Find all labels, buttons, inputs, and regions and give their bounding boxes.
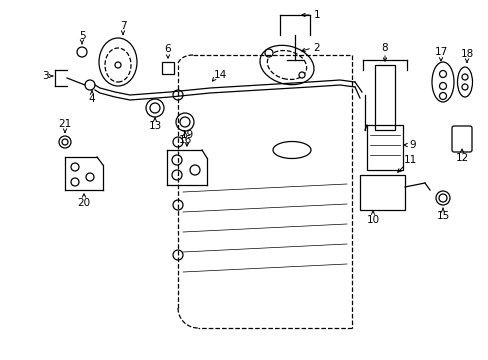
Circle shape xyxy=(298,72,305,78)
Text: 16: 16 xyxy=(178,135,191,145)
Text: 1: 1 xyxy=(313,10,320,20)
Text: 13: 13 xyxy=(148,121,162,131)
Circle shape xyxy=(173,250,183,260)
Circle shape xyxy=(86,173,94,181)
Text: 8: 8 xyxy=(381,43,387,53)
Bar xyxy=(359,175,404,210)
Circle shape xyxy=(115,62,121,68)
Circle shape xyxy=(71,163,79,171)
Circle shape xyxy=(461,84,467,90)
Circle shape xyxy=(264,49,272,57)
Text: 18: 18 xyxy=(459,49,473,59)
Text: 5: 5 xyxy=(79,31,85,41)
Text: 20: 20 xyxy=(77,198,90,208)
Text: 3: 3 xyxy=(41,71,48,81)
Circle shape xyxy=(173,137,183,147)
Circle shape xyxy=(435,191,449,205)
Circle shape xyxy=(172,170,182,180)
Text: 6: 6 xyxy=(164,44,171,54)
Circle shape xyxy=(173,200,183,210)
Bar xyxy=(374,65,394,130)
Text: 15: 15 xyxy=(435,211,448,221)
Circle shape xyxy=(71,178,79,186)
Text: 11: 11 xyxy=(403,155,416,165)
Circle shape xyxy=(146,99,163,117)
Circle shape xyxy=(85,80,95,90)
Circle shape xyxy=(439,71,446,77)
Circle shape xyxy=(438,194,446,202)
Text: 21: 21 xyxy=(58,119,71,129)
Text: 9: 9 xyxy=(409,140,415,150)
Text: 2: 2 xyxy=(313,43,320,53)
Circle shape xyxy=(439,82,446,90)
Text: 17: 17 xyxy=(433,47,447,57)
Circle shape xyxy=(439,93,446,99)
Circle shape xyxy=(150,103,160,113)
Text: 14: 14 xyxy=(213,70,226,80)
Circle shape xyxy=(190,165,200,175)
Circle shape xyxy=(59,136,71,148)
Circle shape xyxy=(62,139,68,145)
Bar xyxy=(366,125,402,170)
Text: 4: 4 xyxy=(88,94,95,104)
Text: 12: 12 xyxy=(454,153,468,163)
Bar xyxy=(162,62,174,74)
Circle shape xyxy=(461,74,467,80)
Circle shape xyxy=(77,47,87,57)
Circle shape xyxy=(176,113,194,131)
Text: 7: 7 xyxy=(120,21,126,31)
Circle shape xyxy=(172,155,182,165)
Text: 10: 10 xyxy=(366,215,379,225)
Text: 19: 19 xyxy=(180,130,193,140)
Circle shape xyxy=(180,117,190,127)
Circle shape xyxy=(173,90,183,100)
